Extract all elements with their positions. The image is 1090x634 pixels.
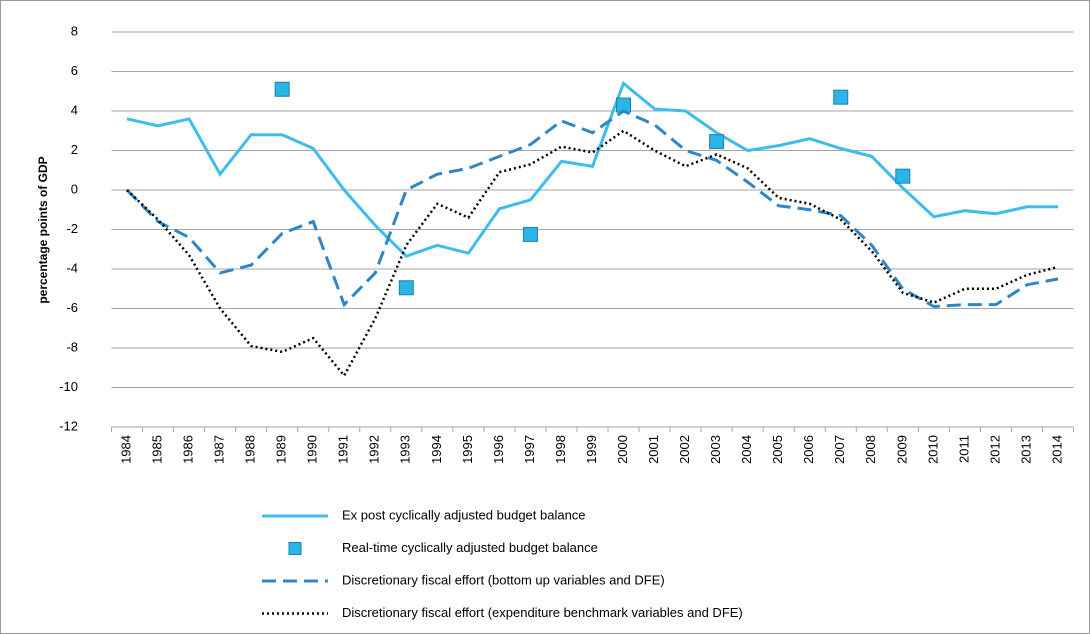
marker <box>522 226 538 242</box>
x-tick-label: 2000 <box>615 435 630 464</box>
marker <box>709 134 725 150</box>
x-tick-label: 1986 <box>181 435 196 464</box>
x-tick-label: 1994 <box>429 435 444 464</box>
y-tick-label: 4 <box>71 102 78 117</box>
x-tick-label: 2011 <box>956 435 971 463</box>
legend-label: Discretionary fiscal effort (expenditure… <box>342 605 743 620</box>
y-tick-label: -12 <box>59 418 78 433</box>
x-tick-label: 2006 <box>801 435 816 464</box>
x-tick-label: 2008 <box>863 435 878 464</box>
x-tick-label: 2002 <box>677 435 692 464</box>
marker <box>398 280 414 296</box>
x-tick-label: 2014 <box>1049 435 1064 464</box>
x-tick-label: 1995 <box>460 435 475 464</box>
x-tick-label: 1990 <box>305 435 320 464</box>
marker <box>895 168 911 184</box>
marker <box>833 89 849 105</box>
series-line <box>126 80 1058 258</box>
x-tick-label: 1998 <box>553 435 568 464</box>
x-tick-label: 2010 <box>925 435 940 464</box>
x-tick-label: 1984 <box>118 435 133 464</box>
legend-label: Real-time cyclically adjusted budget bal… <box>342 540 598 555</box>
x-tick-label: 2001 <box>646 435 661 464</box>
y-tick-label: -8 <box>66 339 78 354</box>
y-tick-label: 2 <box>71 142 78 157</box>
series-line <box>125 109 1059 309</box>
legend-label: Ex post cyclically adjusted budget balan… <box>342 507 586 522</box>
x-tick-label: 1991 <box>336 435 351 464</box>
y-tick-label: -10 <box>59 379 78 394</box>
y-tick-label: 6 <box>71 63 78 78</box>
x-tick-label: 1999 <box>584 435 599 464</box>
x-tick-label: 1987 <box>212 435 227 464</box>
series-line <box>126 129 1059 378</box>
legend-label: Discretionary fiscal effort (bottom up v… <box>342 572 665 587</box>
x-tick-label: 2007 <box>832 435 847 464</box>
legend-marker <box>288 542 302 555</box>
x-tick-label: 1992 <box>367 435 382 464</box>
y-tick-label: -6 <box>66 300 78 315</box>
x-tick-label: 2012 <box>987 435 1002 464</box>
x-tick-label: 2013 <box>1018 435 1033 464</box>
y-tick-label: -2 <box>66 221 78 236</box>
x-tick-label: 2009 <box>894 435 909 464</box>
marker <box>274 81 290 97</box>
x-tick-label: 1996 <box>491 435 506 464</box>
x-tick-label: 2005 <box>770 435 785 464</box>
x-tick-label: 2003 <box>708 435 723 464</box>
y-tick-label: -4 <box>66 260 78 275</box>
x-tick-label: 1997 <box>522 435 537 464</box>
x-tick-label: 2004 <box>739 435 754 464</box>
y-axis-label: percentage points of GDP <box>36 156 50 303</box>
x-tick-label: 1988 <box>243 435 258 464</box>
y-tick-label: 0 <box>71 181 78 196</box>
x-tick-label: 1989 <box>274 435 289 464</box>
y-tick-label: 8 <box>71 23 78 38</box>
x-tick-label: 1993 <box>398 435 413 464</box>
x-tick-label: 1985 <box>149 435 164 464</box>
